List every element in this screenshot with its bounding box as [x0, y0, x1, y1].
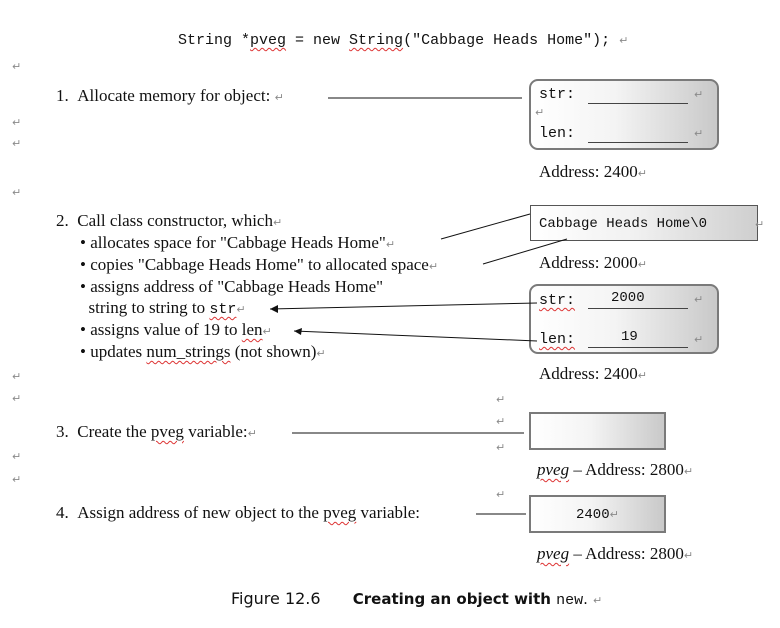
bullet-allocate: • allocates space for "Cabbage Heads Hom…	[80, 233, 396, 252]
pveg-box-empty	[529, 412, 666, 450]
bullet-assign-address: • assigns address of "Cabbage Heads Home…	[80, 277, 384, 296]
len-label: len:	[539, 125, 576, 142]
bullet-copy: • copies "Cabbage Heads Home" to allocat…	[80, 255, 439, 274]
pveg-value: 2400↵	[576, 507, 619, 523]
len-label: len:	[539, 331, 576, 348]
string-address: Address: 2000↵	[539, 253, 647, 272]
para-mark: ↵	[694, 293, 704, 306]
line-copy	[482, 238, 568, 265]
len-blank	[588, 346, 688, 348]
bullet-update: • updates num_strings (not shown)↵	[80, 342, 326, 361]
para-mark: ↵	[694, 88, 704, 101]
para-mark: ↵	[755, 218, 765, 231]
string-storage-box	[530, 205, 758, 241]
pveg-box-value	[529, 495, 666, 533]
bullet-assign-len: • assigns value of 19 to len↵	[80, 320, 272, 339]
step-1: 1. Allocate memory for object: ↵	[56, 86, 284, 105]
para-mark: ↵	[694, 127, 704, 140]
step-2: 2. Call class constructor, which↵	[56, 211, 283, 230]
margin-mark: ↵	[496, 393, 506, 406]
margin-mark: ↵	[496, 415, 506, 428]
margin-mark: ↵	[12, 370, 22, 383]
margin-mark: ↵	[12, 473, 22, 486]
string-value: Cabbage Heads Home\0	[539, 216, 708, 232]
len-value: 19	[621, 329, 638, 345]
margin-mark: ↵	[12, 60, 22, 73]
code-line: String *pveg = new String("Cabbage Heads…	[178, 32, 629, 49]
line-allocate	[440, 213, 531, 240]
arrow-str	[269, 302, 538, 310]
step-3: 3. Create the pveg variable:↵	[56, 422, 257, 441]
margin-mark: ↵	[12, 186, 22, 199]
len-blank	[588, 141, 688, 143]
str-blank	[588, 102, 688, 104]
str-value: 2000	[611, 290, 645, 306]
str-blank	[588, 307, 688, 309]
str-label: str:	[539, 86, 576, 103]
arrowhead-len	[294, 328, 302, 335]
step-4: 4. Assign address of new object to the p…	[56, 503, 420, 522]
margin-mark: ↵	[12, 116, 22, 129]
box2-address: Address: 2400↵	[539, 364, 647, 383]
margin-mark: ↵	[12, 392, 22, 405]
bullet-assign-address-cont: string to string to str↵	[80, 298, 246, 318]
arrow-len	[293, 330, 538, 342]
str-label: str:	[539, 292, 576, 309]
margin-mark: ↵	[496, 441, 506, 454]
margin-mark: ↵	[496, 488, 506, 501]
margin-mark: ↵	[12, 137, 22, 150]
para-mark: ↵	[535, 106, 545, 119]
pveg-address-1: pveg – Address: 2800↵	[537, 460, 694, 479]
arrowhead-str	[270, 305, 278, 313]
box1-address: Address: 2400↵	[539, 162, 647, 181]
object-box-allocated	[529, 79, 719, 150]
para-mark: ↵	[694, 333, 704, 346]
figure-caption: Figure 12.6 Creating an object with new.…	[231, 589, 603, 609]
pveg-address-2: pveg – Address: 2800↵	[537, 544, 694, 563]
margin-mark: ↵	[12, 450, 22, 463]
object-box-constructed	[529, 284, 719, 354]
